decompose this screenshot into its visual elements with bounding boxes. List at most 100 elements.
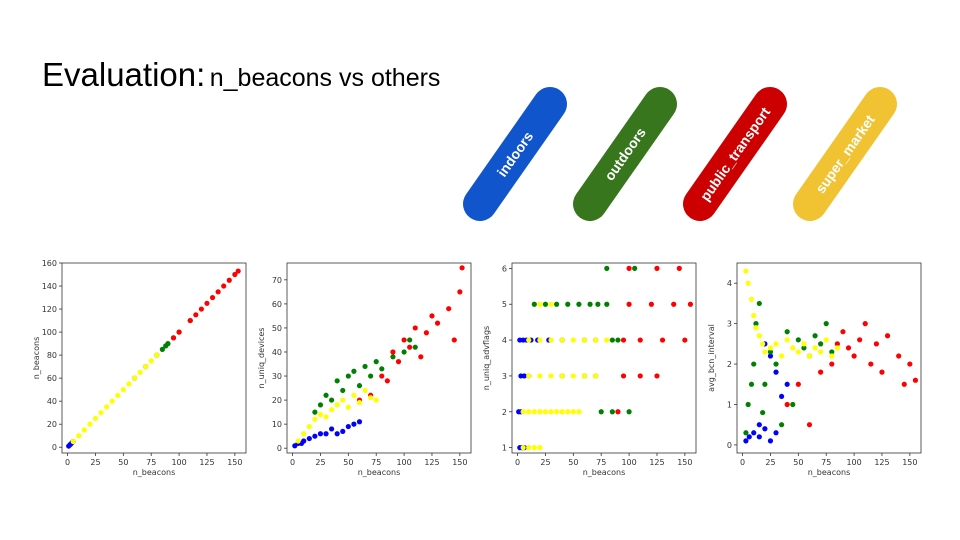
data-point-super-market — [812, 345, 818, 351]
data-point-public-transport — [873, 341, 879, 347]
data-point-super-market — [548, 301, 554, 307]
data-point-super-market — [548, 373, 554, 379]
data-point-outdoors — [312, 409, 318, 415]
x-tick-label: 100 — [171, 458, 186, 467]
data-point-public-transport — [401, 337, 407, 343]
data-point-super-market — [362, 387, 368, 394]
data-point-super-market — [745, 280, 751, 286]
slide-title-main: Evaluation: — [42, 56, 206, 93]
data-point-super-market — [823, 337, 829, 343]
y-tick-label: 0 — [277, 444, 282, 453]
data-point-outdoors — [165, 341, 171, 347]
data-point-public-transport — [620, 373, 627, 379]
plot-frame — [286, 262, 472, 454]
y-tick-label: 2 — [727, 360, 732, 369]
data-point-super-market — [818, 349, 824, 355]
data-point-public-transport — [615, 409, 621, 415]
data-point-outdoors — [609, 409, 615, 415]
data-point-super-market — [554, 409, 560, 415]
data-point-outdoors — [829, 349, 835, 355]
data-point-outdoors — [554, 301, 560, 307]
x-tick-label: 50 — [118, 458, 128, 467]
data-point-outdoors — [760, 409, 766, 416]
x-tick-label: 50 — [343, 458, 353, 467]
x-tick-label: 150 — [227, 458, 242, 467]
data-point-indoors — [351, 421, 357, 427]
data-point-super-market — [356, 399, 363, 406]
x-tick-label: 25 — [90, 458, 100, 467]
data-point-indoors — [521, 373, 527, 379]
data-point-indoors — [743, 438, 749, 444]
y-tick-label: 3 — [502, 372, 507, 381]
data-point-super-market — [581, 337, 588, 343]
data-point-indoors — [340, 428, 346, 434]
data-point-public-transport — [198, 306, 204, 312]
data-point-public-transport — [845, 345, 852, 351]
data-point-outdoors — [595, 301, 601, 307]
data-point-public-transport — [226, 277, 232, 283]
data-point-outdoors — [604, 301, 610, 307]
y-tick-label: 30 — [272, 372, 282, 381]
y-tick-label: 120 — [42, 305, 57, 314]
data-point-outdoors — [773, 361, 779, 367]
data-point-super-market — [537, 445, 543, 451]
data-point-super-market — [537, 337, 543, 343]
data-point-public-transport — [648, 301, 654, 307]
data-point-super-market — [756, 333, 762, 339]
x-tick-label: 75 — [821, 458, 831, 467]
legend-pill-public-transport: public_transport — [683, 87, 787, 221]
y-tick-label: 0 — [727, 441, 732, 450]
data-point-public-transport — [626, 301, 632, 307]
data-point-outdoors — [779, 422, 785, 428]
data-point-outdoors — [587, 301, 593, 307]
data-point-indoors — [767, 353, 774, 359]
data-point-public-transport — [896, 353, 902, 359]
data-point-super-market — [593, 373, 599, 379]
data-point-outdoors — [356, 383, 363, 389]
data-point-super-market — [373, 397, 379, 403]
data-point-super-market — [581, 373, 588, 379]
data-point-outdoors — [609, 337, 615, 343]
data-point-super-market — [743, 268, 749, 274]
y-tick-label: 80 — [47, 351, 57, 360]
data-point-super-market — [368, 395, 374, 401]
data-point-outdoors — [323, 392, 329, 398]
data-point-super-market — [829, 353, 835, 359]
data-point-super-market — [526, 373, 532, 379]
data-point-public-transport — [687, 301, 694, 307]
data-point-super-market — [120, 387, 126, 393]
data-point-public-transport — [459, 265, 465, 271]
data-point-public-transport — [407, 344, 413, 350]
data-point-super-market — [137, 369, 143, 375]
data-point-super-market — [329, 407, 335, 413]
data-point-super-market — [570, 373, 576, 379]
data-point-outdoors — [368, 373, 374, 379]
legend-pill-indoors: indoors — [463, 87, 567, 221]
data-point-public-transport — [868, 361, 874, 367]
data-point-super-market — [345, 404, 351, 410]
x-tick-label: 100 — [396, 458, 411, 467]
data-point-public-transport — [457, 289, 463, 295]
data-point-indoors — [773, 430, 779, 436]
data-point-super-market — [806, 353, 813, 359]
data-point-outdoors — [379, 366, 385, 372]
y-axis-label: n_beacons — [32, 337, 41, 380]
data-point-public-transport — [840, 329, 846, 335]
data-point-public-transport — [379, 373, 385, 379]
y-tick-label: 70 — [272, 276, 282, 285]
data-point-super-market — [795, 349, 801, 355]
data-point-public-transport — [395, 359, 402, 365]
data-point-super-market — [593, 337, 599, 343]
data-point-public-transport — [671, 301, 677, 307]
data-point-public-transport — [818, 369, 824, 375]
data-point-public-transport — [912, 377, 919, 383]
data-point-super-market — [154, 352, 160, 358]
y-tick-label: 0 — [52, 443, 57, 452]
x-tick-label: 25 — [540, 458, 550, 467]
scatter-plot-2: 0 25 50 75 100 125 150 0 10 20 30 40 50 60 70 n_beacons… — [257, 262, 472, 477]
x-tick-label: 125 — [874, 458, 889, 467]
data-point-super-market — [559, 373, 565, 379]
data-point-super-market — [351, 392, 357, 398]
data-point-indoors — [779, 393, 785, 400]
legend-pill-shape — [683, 87, 787, 221]
